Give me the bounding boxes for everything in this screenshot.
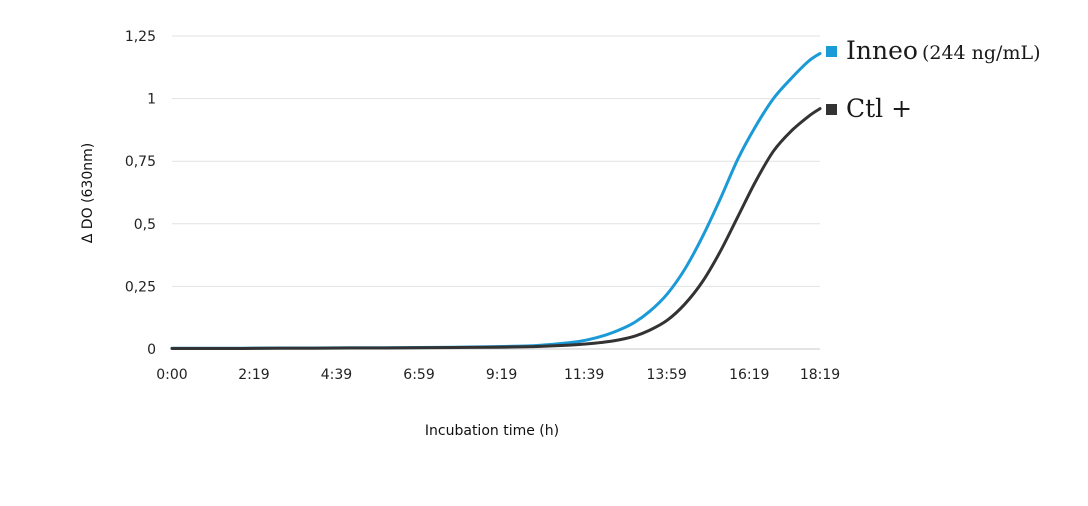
x-tick-label: 18:19 <box>800 367 840 383</box>
y-tick-label: 0,25 <box>125 279 156 295</box>
x-tick-label: 16:19 <box>729 367 769 383</box>
series-lines <box>170 52 822 351</box>
legend-swatch-inneo <box>826 46 837 57</box>
y-axis-ticks: 0 0,25 0,5 0,75 1 1,25 <box>125 29 156 358</box>
legend-label-ctl: Ctl + <box>846 94 913 123</box>
series-line-inneo <box>170 52 822 350</box>
y-tick-label: 0,75 <box>125 154 156 170</box>
x-tick-label: 11:39 <box>564 367 604 383</box>
legend-label-inneo: Inneo <box>846 36 918 65</box>
y-tick-label: 0 <box>147 342 156 358</box>
x-tick-label: 9:19 <box>486 367 517 383</box>
series-line-ctl <box>170 107 822 351</box>
gridlines <box>172 35 820 350</box>
x-tick-label: 4:39 <box>321 367 352 383</box>
x-tick-label: 13:59 <box>646 367 686 383</box>
legend-item-ctl: Ctl + <box>826 94 912 123</box>
x-axis-ticks: 0:00 2:19 4:39 6:59 9:19 11:39 13:59 16:19 18:19 <box>156 367 840 383</box>
x-axis-title: Incubation time (h) <box>425 423 559 439</box>
legend-sublabel-inneo: (244 ng/mL) <box>921 42 1041 64</box>
x-tick-label: 2:19 <box>238 367 269 383</box>
legend-item-inneo: Inneo (244 ng/mL) <box>826 36 1041 65</box>
y-tick-label: 0,5 <box>134 217 156 233</box>
legend-swatch-ctl <box>826 104 837 115</box>
x-tick-label: 0:00 <box>156 367 187 383</box>
y-tick-label: 1 <box>147 92 156 108</box>
y-axis-title: Δ DO (630nm) <box>80 143 96 243</box>
y-tick-label: 1,25 <box>125 29 156 45</box>
x-tick-label: 6:59 <box>403 367 434 383</box>
